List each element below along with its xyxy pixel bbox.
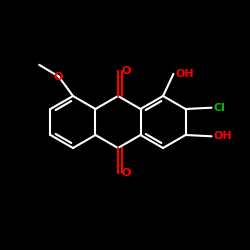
Text: O: O <box>54 72 63 82</box>
Text: OH: OH <box>176 69 194 79</box>
Text: OH: OH <box>214 131 232 141</box>
Text: O: O <box>122 168 132 178</box>
Text: Cl: Cl <box>214 103 226 113</box>
Text: O: O <box>122 66 132 76</box>
